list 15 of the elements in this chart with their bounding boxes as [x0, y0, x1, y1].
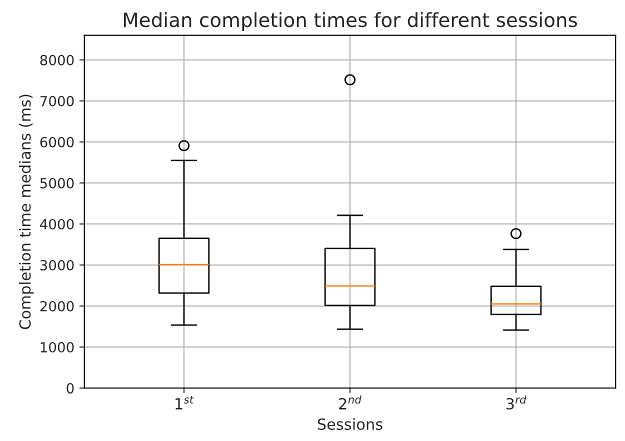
- y-tick-label: 4000: [40, 218, 74, 230]
- y-tick-label: 3000: [40, 260, 74, 270]
- y-tick-label: 8000: [40, 54, 74, 66]
- x-tick-label: 3$^{rd}$: [506, 395, 526, 410]
- x-tick-label: 2$^{nd}$: [339, 395, 362, 410]
- y-tick-label: 6000: [40, 136, 74, 148]
- y-axis-title: Completion time medians (ms): [18, 94, 34, 330]
- x-tick-label: 1$^{st}$: [176, 396, 194, 410]
- y-tick-label: 2000: [40, 301, 74, 312]
- y-tick-label: 5000: [40, 178, 74, 188]
- x-axis-title: Sessions: [318, 418, 382, 430]
- y-tick-label: 0: [66, 383, 74, 394]
- y-tick-label: 7000: [40, 96, 74, 106]
- y-tick-label: 1000: [40, 342, 74, 353]
- chart-title: Median completion times for different sessions: [124, 12, 577, 31]
